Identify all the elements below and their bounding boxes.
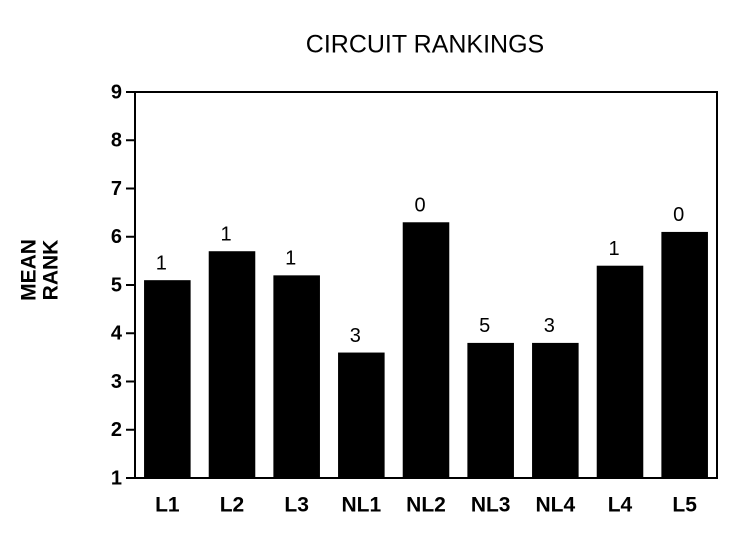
y-tick-label: 3 [111,371,122,393]
x-tick-label: NL3 [471,494,511,517]
x-tick-label: NL4 [535,494,575,517]
bar-annotation: 5 [479,315,490,337]
x-tick-label: NL1 [341,494,381,517]
bar [402,222,450,478]
bar-annotation: 0 [414,195,425,217]
y-tick-label: 2 [111,419,122,441]
bar-annotation: 3 [350,325,361,347]
x-tick-label: L1 [155,494,180,517]
bar [467,342,514,478]
y-axis-label-line: RANK [40,240,63,301]
x-tick-label: L5 [672,494,697,517]
x-tick-label: L3 [284,494,309,517]
bar-annotation: 1 [285,248,296,270]
bar [208,251,256,478]
x-tick-label: NL2 [406,494,446,517]
y-tick-label: 8 [111,130,122,152]
bar-annotation: 3 [544,315,555,337]
bar [661,231,708,478]
y-tick-label: 6 [111,226,122,248]
bar-annotation: 1 [220,224,231,246]
y-tick-label: 7 [111,178,122,200]
x-tick-label: L2 [220,494,245,517]
y-axis-label: MEAN RANK [18,239,63,301]
y-tick-label: 5 [111,274,122,296]
chart-title: CIRCUIT RANKINGS [306,31,544,59]
y-tick-label: 4 [111,323,123,345]
bar [596,265,644,478]
y-tick-label: 1 [111,467,122,489]
bar [144,280,191,478]
bar [273,275,320,478]
bar-annotation: 0 [673,204,684,226]
y-axis-label-line: MEAN [18,239,41,301]
bar [532,342,579,478]
x-tick-label: L4 [608,494,633,517]
y-tick-label: 9 [111,81,122,103]
bar [338,352,385,478]
bar-annotation: 1 [608,238,619,260]
bar-annotation: 1 [156,252,167,274]
